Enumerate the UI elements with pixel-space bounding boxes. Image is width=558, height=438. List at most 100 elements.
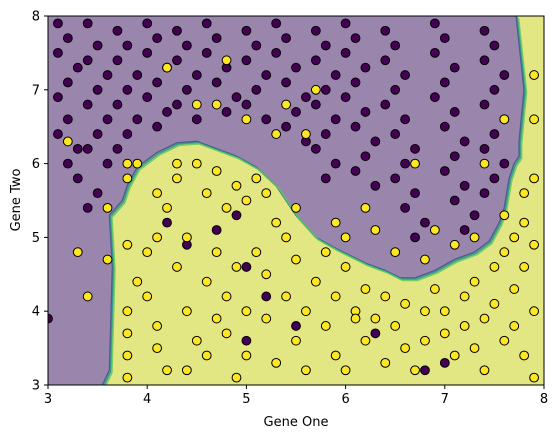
y-tick-label: 3 (32, 379, 40, 394)
point-class-1 (142, 291, 153, 302)
point-class-1 (469, 276, 480, 287)
point-class-1 (191, 335, 202, 346)
point-class-0 (320, 129, 331, 139)
point-class-1 (499, 210, 510, 221)
point-class-1 (191, 158, 202, 169)
point-class-0 (400, 114, 411, 125)
point-class-1 (469, 232, 480, 243)
point-class-1 (281, 232, 291, 243)
point-class-0 (390, 40, 401, 51)
point-class-0 (201, 18, 212, 29)
point-class-0 (499, 70, 510, 80)
point-class-0 (82, 143, 93, 154)
point-class-1 (439, 328, 450, 339)
point-class-0 (439, 166, 450, 176)
point-class-0 (400, 202, 411, 213)
point-class-0 (350, 166, 361, 176)
y-tick-label: 6 (32, 157, 40, 172)
y-axis-label: Gene Two (9, 169, 24, 232)
point-class-0 (82, 18, 93, 29)
point-class-0 (380, 99, 391, 110)
point-class-1 (489, 298, 500, 309)
point-class-1 (281, 99, 291, 110)
point-class-1 (301, 306, 311, 317)
point-class-0 (459, 180, 470, 191)
point-class-0 (429, 18, 440, 29)
point-class-1 (519, 188, 530, 199)
point-class-1 (370, 313, 381, 324)
y-axis: 3 4 5 6 7 8 (32, 10, 48, 394)
point-class-0 (53, 18, 63, 29)
point-class-0 (112, 143, 123, 154)
point-class-0 (410, 143, 420, 154)
point-class-1 (181, 306, 192, 317)
point-class-1 (132, 158, 143, 169)
point-class-1 (162, 202, 172, 213)
point-class-0 (310, 99, 321, 110)
point-class-1 (499, 247, 510, 258)
point-class-1 (449, 350, 460, 361)
point-class-0 (489, 84, 500, 95)
point-class-0 (92, 129, 103, 139)
point-class-0 (429, 92, 440, 103)
point-class-0 (142, 48, 153, 58)
point-class-1 (499, 114, 510, 125)
point-class-1 (519, 262, 530, 272)
point-class-1 (221, 328, 232, 339)
point-class-0 (261, 70, 272, 80)
point-class-0 (48, 313, 53, 324)
point-class-0 (102, 158, 113, 169)
point-class-0 (410, 232, 420, 243)
point-class-0 (350, 33, 361, 44)
point-class-0 (62, 114, 73, 125)
point-class-1 (301, 129, 311, 139)
plot-frame (47, 15, 545, 386)
point-class-1 (172, 158, 182, 169)
data-points (48, 18, 539, 383)
point-class-1 (122, 306, 133, 317)
x-tick-label: 7 (441, 392, 449, 407)
point-class-0 (92, 188, 103, 199)
point-class-1 (102, 202, 113, 213)
point-class-1 (221, 291, 232, 302)
point-class-1 (201, 276, 212, 287)
point-class-0 (62, 77, 73, 88)
point-class-1 (122, 239, 133, 250)
point-class-1 (241, 306, 252, 317)
point-class-0 (102, 70, 113, 80)
point-class-0 (122, 129, 133, 139)
point-class-1 (281, 291, 291, 302)
point-class-1 (479, 158, 490, 169)
point-class-0 (489, 40, 500, 51)
point-class-1 (320, 247, 331, 258)
point-class-0 (479, 188, 490, 199)
point-class-1 (340, 365, 351, 376)
point-class-0 (489, 129, 500, 139)
point-class-0 (360, 151, 371, 162)
point-class-0 (380, 25, 391, 36)
point-class-0 (162, 217, 172, 228)
x-axis: 3 4 5 6 7 8 (44, 385, 548, 407)
point-class-1 (152, 188, 163, 199)
point-class-1 (241, 114, 252, 125)
point-class-0 (72, 173, 83, 184)
x-tick-label: 4 (143, 392, 151, 407)
point-class-1 (62, 136, 73, 147)
point-class-0 (172, 25, 182, 36)
point-class-1 (519, 217, 530, 228)
point-class-0 (72, 143, 83, 154)
point-class-0 (122, 84, 133, 95)
point-class-1 (271, 357, 282, 368)
point-class-0 (340, 18, 351, 29)
point-class-1 (459, 321, 470, 331)
point-class-1 (251, 247, 262, 258)
point-class-0 (251, 84, 262, 95)
point-class-0 (241, 99, 252, 110)
point-class-0 (281, 77, 291, 88)
point-class-1 (152, 343, 163, 354)
point-class-0 (449, 62, 460, 73)
point-class-1 (162, 365, 172, 376)
point-class-0 (449, 195, 460, 206)
point-class-0 (62, 158, 73, 169)
point-class-0 (281, 121, 291, 132)
